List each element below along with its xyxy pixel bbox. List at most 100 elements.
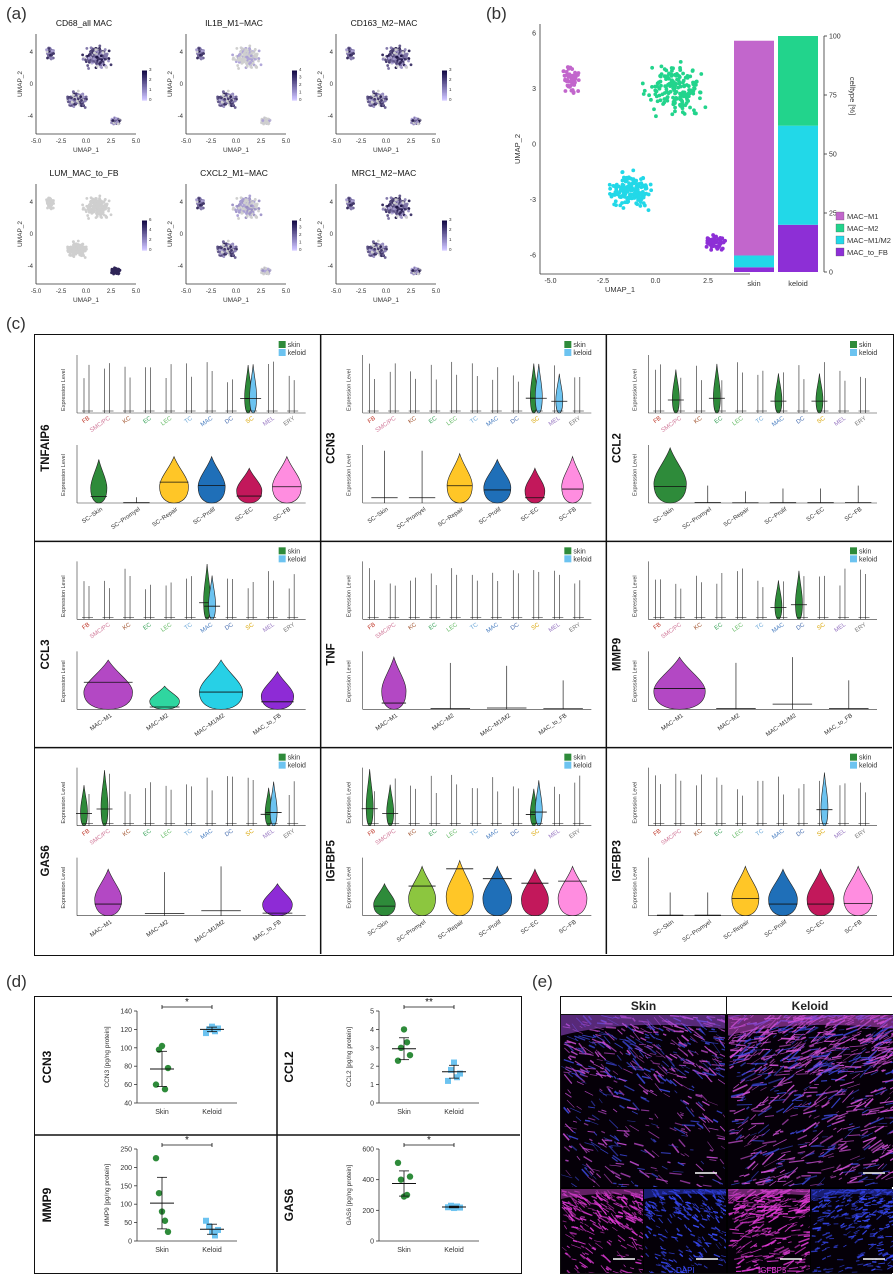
category-label: MEL bbox=[548, 415, 562, 427]
umap-point bbox=[678, 97, 683, 102]
y-tick-label: -3 bbox=[530, 197, 536, 204]
category-label: MAC bbox=[771, 415, 786, 428]
colorbar-tick: 1 bbox=[449, 237, 452, 242]
y-tick-label: 200 bbox=[362, 1208, 374, 1215]
legend-swatch bbox=[564, 761, 572, 769]
category-label: SC−FB bbox=[844, 507, 863, 523]
umap-point bbox=[607, 182, 612, 187]
gene-label: MMP9 bbox=[611, 638, 623, 671]
y-tick-label: 4 bbox=[180, 50, 184, 56]
y-axis-label: Expression Level bbox=[61, 660, 67, 702]
category-label: MEL bbox=[834, 622, 848, 634]
y-tick-label: 0 bbox=[30, 232, 34, 238]
violin-shape bbox=[795, 570, 803, 620]
category-label: SC−EC bbox=[806, 506, 827, 523]
x-tick-label: 5.0 bbox=[432, 139, 441, 145]
gene-label: CCL2 bbox=[611, 433, 623, 463]
violin-shape bbox=[80, 785, 88, 826]
violin-shape bbox=[208, 575, 216, 620]
umap-point bbox=[656, 80, 661, 85]
data-point bbox=[397, 1044, 405, 1051]
y-axis-label: Expression Level bbox=[61, 575, 67, 617]
y-axis-label: UMAP_2 bbox=[17, 221, 24, 247]
category-label: ERY bbox=[283, 828, 296, 840]
y-tick-label: 120 bbox=[120, 1027, 132, 1034]
umap-point bbox=[623, 192, 627, 197]
x-tick-label: 5.0 bbox=[282, 289, 291, 295]
colorbar: 3 2 1 0 bbox=[442, 217, 452, 252]
umap-point bbox=[717, 243, 722, 247]
umap-point bbox=[671, 95, 675, 100]
colorbar-tick: 4 bbox=[299, 217, 302, 222]
umap-point bbox=[652, 107, 656, 112]
x-tick-label: -5.0 bbox=[331, 289, 342, 295]
x-tick-label: 2.5 bbox=[107, 139, 116, 145]
y-tick-label: -4 bbox=[28, 264, 34, 270]
x-tick-label: -2.5 bbox=[56, 139, 67, 145]
category-label: ERY bbox=[854, 622, 867, 634]
category-label: MAC−M1 bbox=[89, 713, 114, 733]
category-label: ERY bbox=[569, 416, 582, 428]
category-label: SMC/PC bbox=[89, 622, 112, 641]
bar-category-label: keloid bbox=[788, 279, 808, 288]
umap-point bbox=[613, 199, 618, 204]
violin-shape bbox=[653, 656, 706, 710]
data-point bbox=[397, 1176, 405, 1183]
header-keloid: Keloid bbox=[727, 997, 893, 1015]
y-axis-label: Expression Level bbox=[632, 660, 638, 702]
umap-point bbox=[608, 186, 613, 191]
y-axis-label: Expression Level bbox=[347, 369, 353, 411]
umap-point bbox=[673, 105, 677, 110]
category-label: ERY bbox=[569, 622, 582, 634]
umap-feature-plot: CD68_all MAC -5.0 -2.5 0.0 2.5 5.0 4 0 -4 UMAP_1 U… bbox=[17, 18, 152, 154]
umap-point bbox=[569, 78, 574, 83]
umap-point bbox=[699, 72, 704, 76]
category-label: FB bbox=[653, 622, 663, 631]
umap-point bbox=[689, 89, 693, 94]
category-label: SC bbox=[816, 415, 827, 425]
data-point bbox=[406, 1173, 414, 1180]
legend-label: skin bbox=[288, 548, 301, 555]
legend-label: MAC−M1/M2 bbox=[847, 236, 891, 245]
category-label: MEL bbox=[548, 828, 562, 840]
colorbar-tick: 2 bbox=[149, 237, 152, 242]
legend-label: keloid bbox=[288, 350, 306, 357]
panel-label-e: (e) bbox=[532, 972, 553, 991]
y-tick-label: 0 bbox=[330, 232, 334, 238]
category-label: SMC/PC bbox=[89, 828, 112, 847]
legend-swatch bbox=[564, 349, 572, 356]
significance-marker: * bbox=[185, 1135, 189, 1146]
umap-point bbox=[650, 65, 655, 70]
umap-point bbox=[634, 201, 639, 206]
y-axis-label: Expression Level bbox=[61, 867, 67, 909]
x-tick-label: 0.0 bbox=[82, 289, 91, 295]
colorbar-tick: 2 bbox=[299, 82, 302, 87]
category-label: SC−Promyel bbox=[682, 507, 713, 531]
x-tick-label: 0.0 bbox=[651, 278, 661, 285]
x-tick-label: -2.5 bbox=[56, 289, 67, 295]
category-label: SC bbox=[531, 828, 542, 838]
category-label: SMC/PC bbox=[660, 828, 683, 847]
gene-label: TNFAIP6 bbox=[40, 425, 52, 472]
violin-shape bbox=[149, 685, 180, 710]
x-tick-label: -2.5 bbox=[206, 139, 217, 145]
x-tick-label: 5.0 bbox=[132, 139, 141, 145]
violin-shape bbox=[446, 452, 473, 504]
y-tick-label: 0 bbox=[180, 82, 184, 88]
gene-label: CCL3 bbox=[40, 639, 52, 669]
umap-point bbox=[638, 204, 643, 208]
x-tick-label: -2.5 bbox=[356, 289, 367, 295]
y-tick-label: 4 bbox=[330, 50, 334, 56]
category-label: Skin bbox=[155, 1109, 169, 1116]
umap-point bbox=[576, 89, 581, 93]
category-label: SC−Prolif bbox=[478, 919, 503, 939]
legend-swatch bbox=[278, 341, 286, 348]
violin-shape bbox=[524, 467, 546, 504]
y-tick-label: 4 bbox=[330, 200, 334, 206]
bar-y-tick: 100 bbox=[829, 34, 841, 41]
category-label: SC bbox=[816, 828, 827, 838]
